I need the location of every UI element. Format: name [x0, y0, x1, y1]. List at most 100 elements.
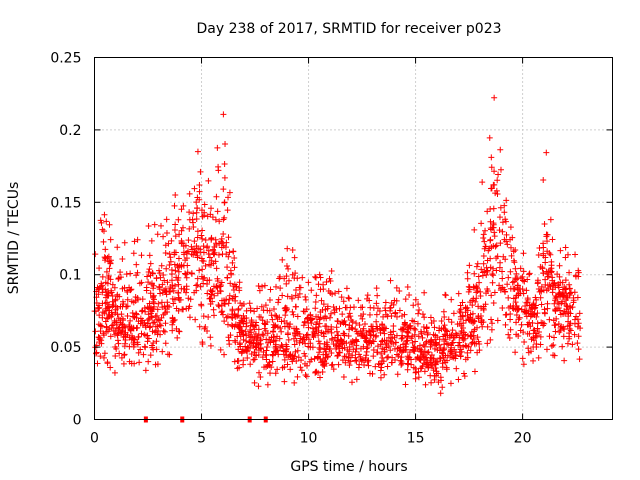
data-point — [335, 338, 342, 345]
data-point — [442, 291, 449, 298]
data-point — [490, 265, 497, 272]
data-point — [184, 269, 191, 276]
data-point — [134, 339, 141, 346]
data-point — [259, 283, 266, 290]
data-point — [164, 351, 171, 358]
data-point — [484, 323, 491, 330]
data-point — [487, 336, 494, 343]
data-point — [309, 325, 316, 332]
data-point — [142, 344, 149, 351]
data-point — [217, 282, 224, 289]
data-point — [517, 265, 524, 272]
data-point — [459, 299, 466, 306]
data-point — [440, 354, 447, 361]
data-point — [540, 270, 547, 277]
data-point — [172, 221, 179, 228]
data-point — [164, 299, 171, 306]
data-point — [474, 334, 481, 341]
data-point — [251, 308, 258, 315]
data-point — [161, 303, 168, 310]
data-point — [246, 339, 253, 346]
data-point — [123, 271, 130, 278]
data-point — [277, 285, 284, 292]
data-point — [419, 334, 426, 341]
data-point — [391, 345, 398, 352]
data-point — [561, 284, 568, 291]
data-point — [211, 249, 218, 256]
data-point — [191, 185, 198, 192]
data-point — [111, 284, 118, 291]
data-point — [283, 346, 290, 353]
data-point — [206, 295, 213, 302]
data-point — [246, 300, 253, 307]
data-point — [200, 258, 207, 265]
data-point — [107, 333, 114, 340]
data-point — [168, 237, 175, 244]
data-point — [502, 288, 509, 295]
data-point — [307, 311, 314, 318]
data-point — [162, 242, 169, 249]
data-point — [412, 296, 419, 303]
data-point — [460, 331, 467, 338]
data-point — [107, 236, 114, 243]
y-tick-label: 0.15 — [50, 195, 81, 211]
data-point — [409, 339, 416, 346]
data-point — [259, 317, 266, 324]
data-point — [503, 231, 510, 238]
data-point — [530, 334, 537, 341]
data-point — [464, 275, 471, 282]
data-point — [314, 354, 321, 361]
data-point — [298, 357, 305, 364]
data-point — [227, 332, 234, 339]
data-point — [146, 252, 153, 259]
data-point — [402, 296, 409, 303]
data-point — [122, 333, 129, 340]
data-point — [355, 297, 362, 304]
data-point — [289, 295, 296, 302]
data-point — [169, 315, 176, 322]
data-point — [353, 376, 360, 383]
data-point — [520, 361, 527, 368]
data-point — [464, 312, 471, 319]
data-point — [438, 377, 445, 384]
data-point — [493, 242, 500, 249]
data-point — [291, 353, 298, 360]
data-point — [430, 318, 437, 325]
data-point — [159, 281, 166, 288]
data-point — [357, 312, 364, 319]
data-point — [468, 340, 475, 347]
data-point — [531, 337, 538, 344]
y-tick-label: 0.05 — [50, 340, 81, 356]
data-point — [531, 327, 538, 334]
data-point — [178, 227, 185, 234]
data-point — [117, 269, 124, 276]
data-point — [303, 373, 310, 380]
data-point — [99, 300, 106, 307]
data-point — [305, 279, 312, 286]
data-point — [94, 304, 101, 311]
data-point — [403, 346, 410, 353]
x-tick-label: 10 — [300, 431, 318, 447]
data-point — [572, 272, 579, 279]
data-point — [378, 360, 385, 367]
data-point — [213, 193, 220, 200]
data-point — [224, 321, 231, 328]
data-point — [278, 328, 285, 335]
data-point — [293, 337, 300, 344]
data-point — [142, 322, 149, 329]
data-point — [302, 296, 309, 303]
data-point — [398, 358, 405, 365]
data-point — [552, 328, 559, 335]
data-point — [115, 315, 122, 322]
data-point — [479, 179, 486, 186]
data-point — [361, 320, 368, 327]
data-point — [521, 278, 528, 285]
data-point — [574, 340, 581, 347]
data-point — [449, 327, 456, 334]
data-point — [508, 252, 515, 259]
data-point — [133, 310, 140, 317]
data-point — [513, 312, 520, 319]
data-point — [99, 289, 106, 296]
data-point — [513, 319, 520, 326]
data-point — [440, 333, 447, 340]
